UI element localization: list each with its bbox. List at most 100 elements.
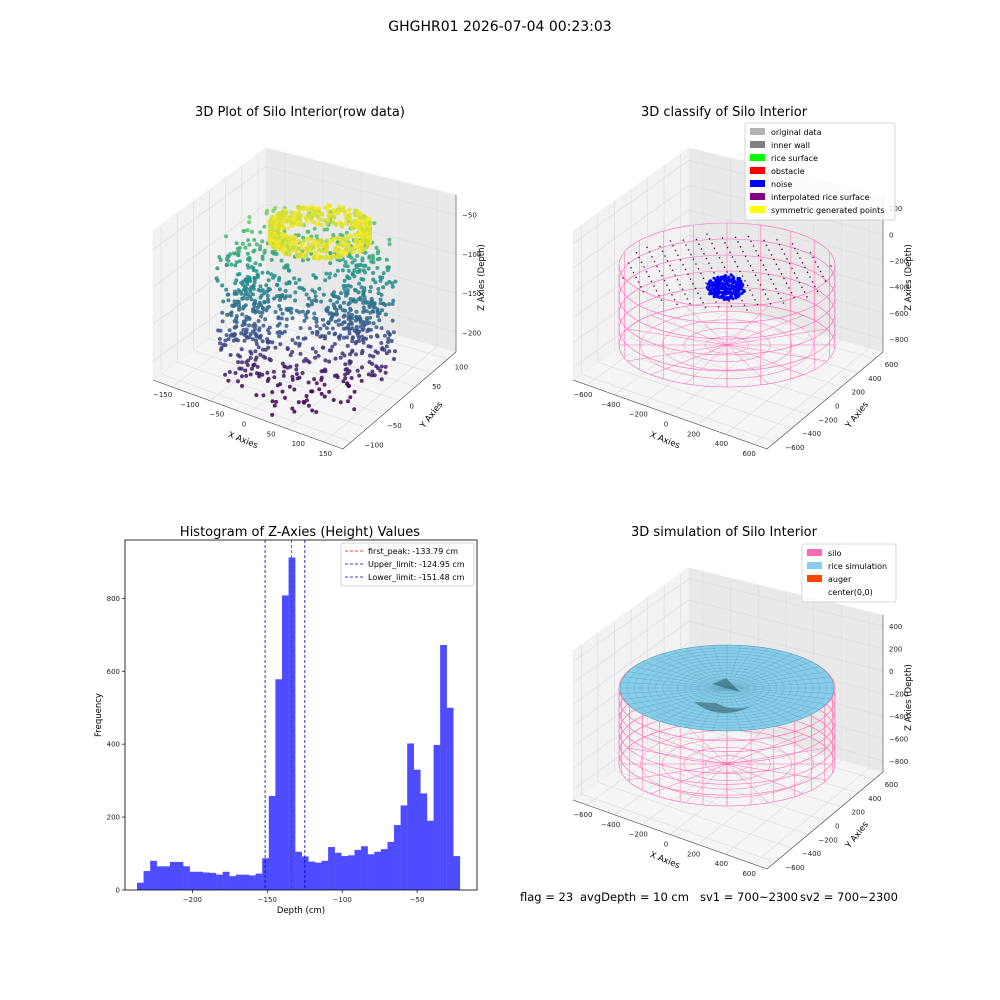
raw-floor-grid-y [323,346,438,443]
interpolated-surface-point [661,275,663,277]
raw-data-point [341,320,346,325]
interpolated-surface-point [713,272,715,274]
raw-data-point [386,330,390,335]
interpolated-surface-point [757,279,759,281]
raw-data-point [215,278,220,283]
raw-data-point [323,256,328,261]
raw-data-point [335,268,340,273]
interpolated-surface-point [697,268,700,270]
interpolated-surface-point [751,294,754,296]
raw-data-point [287,252,292,257]
raw-data-point [258,247,262,252]
raw-data-point [306,296,311,301]
raw-data-point [338,355,343,360]
interpolated-surface-point [754,274,757,277]
classify-legend-swatch [750,154,765,161]
noise-point [728,289,732,293]
interpolated-surface-point [768,249,770,251]
histogram-bar [189,871,197,890]
interpolated-surface-point [786,258,788,260]
raw-data-point [265,370,270,375]
raw-wall-grid-z [152,203,267,288]
raw-data-point [325,227,330,232]
raw-data-point [265,297,270,302]
raw-data-point [285,263,290,268]
classify-x-tick-label: −400 [601,401,620,409]
classify-z-tick-label: −200 [889,257,908,265]
raw-x-tick-label: −100 [180,401,199,409]
interpolated-surface-point [760,259,762,262]
interpolated-surface-point [762,264,765,266]
noise-point [739,286,743,289]
interpolated-surface-point [741,299,743,302]
rice-surface-mesh-spoke [651,657,728,689]
classify-silo-floor-spoke [685,306,728,346]
raw-data-point [282,364,287,369]
histogram-bar [143,871,151,890]
raw-y-tick-label: 100 [455,364,468,372]
interpolated-surface-point [780,273,783,275]
classify-z-tick-label: 200 [889,205,902,213]
noise-point [735,287,739,291]
raw-data-point [245,363,250,368]
raw-data-point [310,408,315,413]
histogram-y-tick-label: 0 [116,887,120,895]
raw-data-point [314,410,319,414]
histogram-y-tick-label: 400 [107,741,120,749]
classify-floor-grid-y [614,308,731,396]
interpolated-surface-point [796,252,799,255]
interpolated-surface-point [695,263,697,265]
histogram-bar [341,856,349,890]
raw-data-point [295,205,300,210]
raw-data-point [354,327,359,332]
raw-data-point [234,337,239,342]
interpolated-surface-point [682,264,684,266]
raw-data-point [372,221,377,226]
raw-data-point [224,234,228,239]
histogram-y-tick-label: 200 [107,814,120,822]
histogram-bar [420,793,428,890]
raw-data-point [358,320,363,325]
raw-data-point [262,248,267,253]
raw-data-point [361,213,366,218]
raw-data-point [251,268,256,273]
raw-data-point [361,305,366,310]
raw-data-point [312,377,317,382]
interpolated-surface-point [817,266,819,268]
sim-silo-floor-spoke [627,747,728,765]
raw-data-point [224,287,229,292]
raw-data-point [300,309,305,314]
raw-data-point [258,333,263,338]
raw-data-point [241,304,246,309]
classify-legend-label: obstacle [771,167,805,176]
raw-data-point [276,231,281,236]
noise-point [738,277,742,280]
simulation-plot-title: 3D simulation of Silo Interior [631,525,818,540]
raw-data-point [359,277,364,281]
raw-data-point [243,292,247,297]
raw-data-point [241,327,246,332]
raw-wall-grid-z [152,166,267,250]
raw-data-point [359,235,364,240]
raw-data-point [309,389,314,394]
raw-data-point [264,283,269,288]
interpolated-surface-point [743,304,746,307]
interpolated-surface-point [689,278,692,280]
raw-data-point [290,350,295,354]
sim-y-tick-label: 200 [852,809,865,817]
interpolated-surface-point [796,277,798,279]
histogram-bar [255,873,263,890]
interpolated-surface-point [769,303,772,305]
classify-z-tick-label: 0 [889,231,893,239]
raw-data-point [326,217,330,222]
raw-data-point [361,310,366,314]
raw-data-point [300,371,305,375]
footer-avg-depth: avgDepth = 10 cm [580,890,689,904]
raw-data-point [285,346,290,351]
interpolated-surface-point [814,261,817,263]
raw-data-point [275,242,280,247]
raw-data-point [254,309,259,314]
raw-data-point [293,211,298,216]
interpolated-surface-point [674,274,676,276]
raw-data-point [272,403,277,408]
